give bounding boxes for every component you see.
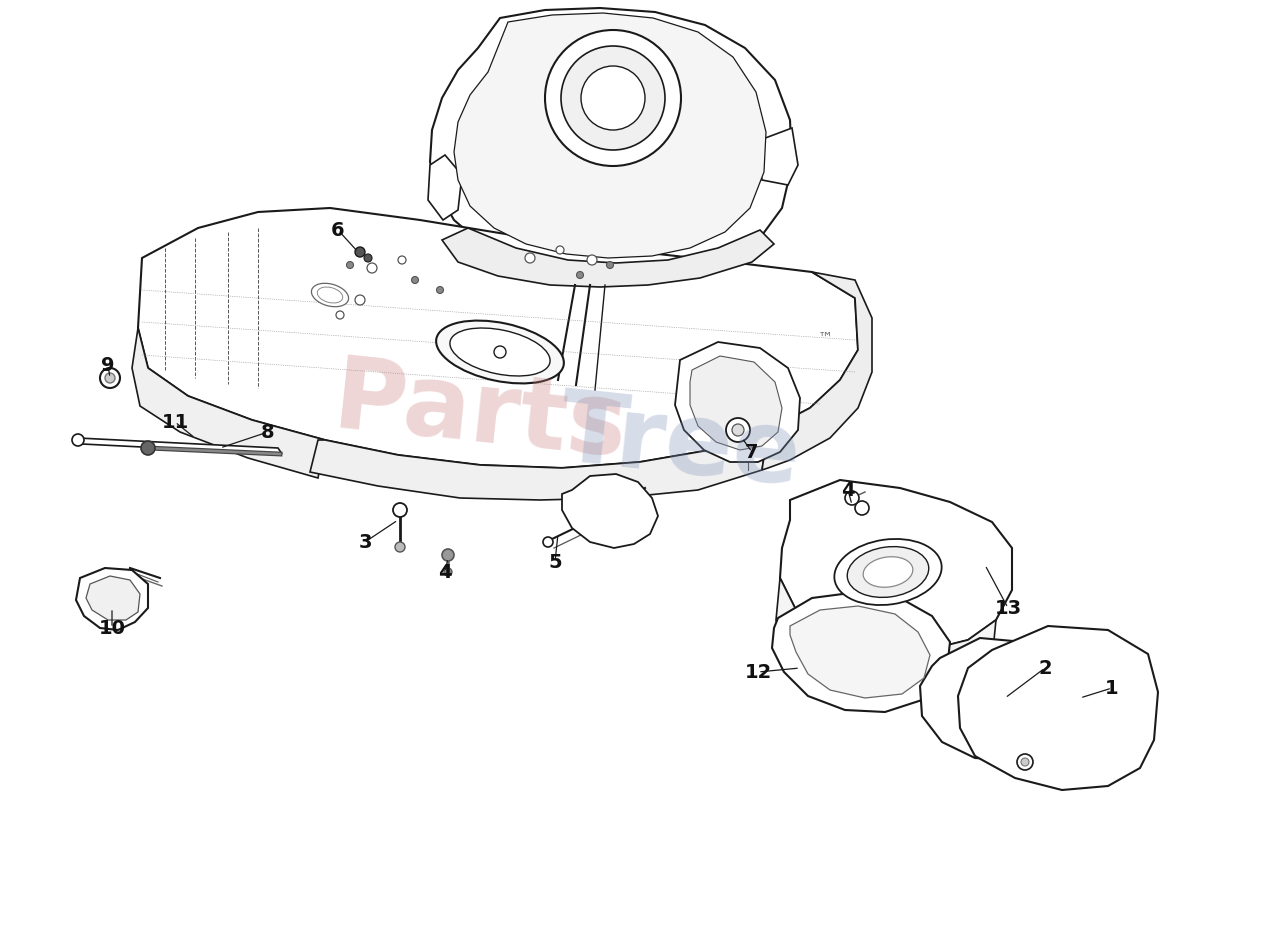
Circle shape xyxy=(726,418,750,442)
Circle shape xyxy=(396,542,404,552)
Circle shape xyxy=(72,434,84,446)
Text: 6: 6 xyxy=(332,221,344,240)
Circle shape xyxy=(355,247,365,257)
Text: 10: 10 xyxy=(99,618,125,637)
Circle shape xyxy=(845,491,859,505)
Text: 5: 5 xyxy=(548,552,562,571)
Polygon shape xyxy=(790,606,931,698)
Circle shape xyxy=(561,46,666,150)
Circle shape xyxy=(607,261,613,269)
Polygon shape xyxy=(957,626,1158,790)
Circle shape xyxy=(576,272,584,278)
Circle shape xyxy=(398,256,406,264)
Polygon shape xyxy=(675,342,800,462)
Circle shape xyxy=(494,346,506,358)
Text: 7: 7 xyxy=(745,442,759,461)
Circle shape xyxy=(364,254,372,262)
Polygon shape xyxy=(762,272,872,470)
Ellipse shape xyxy=(449,328,550,376)
Ellipse shape xyxy=(835,539,942,605)
Polygon shape xyxy=(776,578,996,692)
Polygon shape xyxy=(78,438,282,454)
Polygon shape xyxy=(562,474,658,548)
Circle shape xyxy=(335,311,344,319)
Text: 12: 12 xyxy=(745,663,772,682)
Polygon shape xyxy=(442,228,774,287)
Circle shape xyxy=(141,441,155,455)
Polygon shape xyxy=(138,208,858,468)
Circle shape xyxy=(105,373,115,383)
Circle shape xyxy=(525,253,535,263)
Circle shape xyxy=(411,277,419,283)
Circle shape xyxy=(442,549,454,561)
Circle shape xyxy=(100,368,120,388)
Polygon shape xyxy=(310,430,768,500)
Circle shape xyxy=(588,255,596,265)
Circle shape xyxy=(855,501,869,515)
Circle shape xyxy=(1021,758,1029,766)
Ellipse shape xyxy=(847,546,929,598)
Circle shape xyxy=(444,568,452,576)
Polygon shape xyxy=(76,568,148,630)
Text: 9: 9 xyxy=(101,355,115,374)
Text: 4: 4 xyxy=(841,480,855,499)
Ellipse shape xyxy=(317,287,343,303)
Polygon shape xyxy=(454,13,765,258)
Text: 11: 11 xyxy=(161,413,188,432)
Text: 13: 13 xyxy=(995,599,1021,617)
Text: 3: 3 xyxy=(358,532,371,551)
Circle shape xyxy=(581,66,645,130)
Circle shape xyxy=(393,503,407,517)
Text: 2: 2 xyxy=(1038,658,1052,677)
Circle shape xyxy=(556,246,564,254)
Text: ™: ™ xyxy=(818,331,832,346)
Polygon shape xyxy=(430,8,792,274)
Text: 4: 4 xyxy=(438,563,452,581)
Polygon shape xyxy=(86,576,140,620)
Text: 8: 8 xyxy=(261,422,275,441)
Polygon shape xyxy=(780,480,1012,650)
Polygon shape xyxy=(428,155,462,220)
Circle shape xyxy=(436,287,443,294)
Polygon shape xyxy=(758,128,797,185)
Polygon shape xyxy=(132,328,325,478)
Polygon shape xyxy=(772,592,950,712)
Circle shape xyxy=(367,263,378,273)
Circle shape xyxy=(545,30,681,166)
Polygon shape xyxy=(690,356,782,450)
Circle shape xyxy=(355,295,365,305)
Ellipse shape xyxy=(436,321,564,384)
Circle shape xyxy=(543,537,553,547)
Circle shape xyxy=(347,261,353,269)
Text: 1: 1 xyxy=(1105,678,1119,698)
Text: Tree: Tree xyxy=(554,384,805,506)
Ellipse shape xyxy=(863,557,913,587)
Circle shape xyxy=(732,424,744,436)
Polygon shape xyxy=(920,638,1073,760)
Text: Parts: Parts xyxy=(329,351,631,478)
Circle shape xyxy=(1018,754,1033,770)
Ellipse shape xyxy=(311,283,348,307)
